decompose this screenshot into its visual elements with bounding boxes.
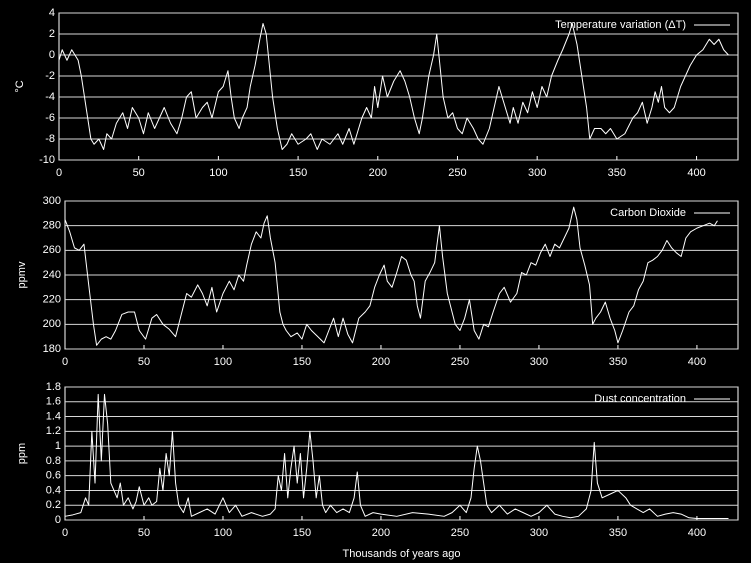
x-tick-label: 50 [138, 527, 150, 539]
x-tick-label: 0 [62, 356, 68, 368]
x-tick-label: 200 [372, 527, 390, 539]
x-tick-label: 350 [609, 356, 627, 368]
y-tick-label: 1.6 [46, 396, 61, 408]
y-tick-label: 280 [43, 220, 61, 232]
y-tick-label: -8 [45, 133, 55, 145]
y-tick-label: 240 [43, 269, 61, 281]
y-axis-label: ppmv [16, 261, 28, 288]
y-tick-label: 180 [43, 343, 61, 355]
y-tick-label: -6 [45, 112, 55, 124]
x-tick-label: 50 [138, 356, 150, 368]
y-axis-label: °C [14, 80, 26, 92]
y-tick-label: 1.2 [46, 425, 61, 437]
y-tick-label: 1.8 [46, 381, 61, 393]
x-tick-label: 100 [209, 167, 227, 179]
y-tick-label: 0.8 [46, 455, 61, 467]
x-tick-label: 0 [56, 167, 62, 179]
x-tick-label: 300 [530, 527, 548, 539]
x-tick-label: 100 [214, 527, 232, 539]
y-tick-label: -4 [45, 91, 55, 103]
x-tick-label: 150 [293, 527, 311, 539]
x-tick-label: 250 [448, 167, 466, 179]
x-tick-label: 300 [530, 356, 548, 368]
data-line [64, 206, 718, 346]
y-tick-label: -10 [39, 154, 55, 166]
y-tick-label: 220 [43, 294, 61, 306]
plot-frame [58, 12, 739, 161]
x-tick-label: 200 [372, 356, 390, 368]
y-tick-label: 0 [55, 514, 61, 526]
y-tick-label: 0.4 [46, 484, 61, 496]
x-tick-label: 50 [133, 167, 145, 179]
y-tick-label: 260 [43, 244, 61, 256]
legend-label: Dust concentration [594, 393, 686, 405]
y-tick-label: 200 [43, 318, 61, 330]
x-tick-label: 400 [688, 527, 706, 539]
y-tick-label: 0.6 [46, 470, 61, 482]
y-tick-label: 1.4 [46, 410, 61, 422]
x-axis-label: Thousands of years ago [342, 548, 460, 560]
x-tick-label: 250 [451, 356, 469, 368]
x-tick-label: 150 [293, 356, 311, 368]
x-tick-label: 0 [62, 527, 68, 539]
y-axis-label: ppm [16, 443, 28, 464]
data-line [58, 23, 729, 150]
x-tick-label: 400 [688, 356, 706, 368]
x-tick-label: 100 [214, 356, 232, 368]
x-tick-label: 200 [369, 167, 387, 179]
x-tick-label: 250 [451, 527, 469, 539]
x-tick-label: 350 [608, 167, 626, 179]
y-tick-label: 300 [43, 195, 61, 207]
y-tick-label: 0 [49, 49, 55, 61]
y-tick-label: 1 [55, 440, 61, 452]
x-tick-label: 300 [528, 167, 546, 179]
y-tick-label: -2 [45, 70, 55, 82]
y-tick-label: 2 [49, 28, 55, 40]
y-tick-label: 0.2 [46, 499, 61, 511]
legend-label: Temperature variation (ΔT) [555, 19, 686, 31]
x-tick-label: 400 [687, 167, 705, 179]
data-line [64, 393, 729, 520]
x-tick-label: 150 [289, 167, 307, 179]
y-tick-label: 4 [49, 7, 55, 19]
legend-label: Carbon Dioxide [610, 207, 686, 219]
x-tick-label: 350 [609, 527, 627, 539]
